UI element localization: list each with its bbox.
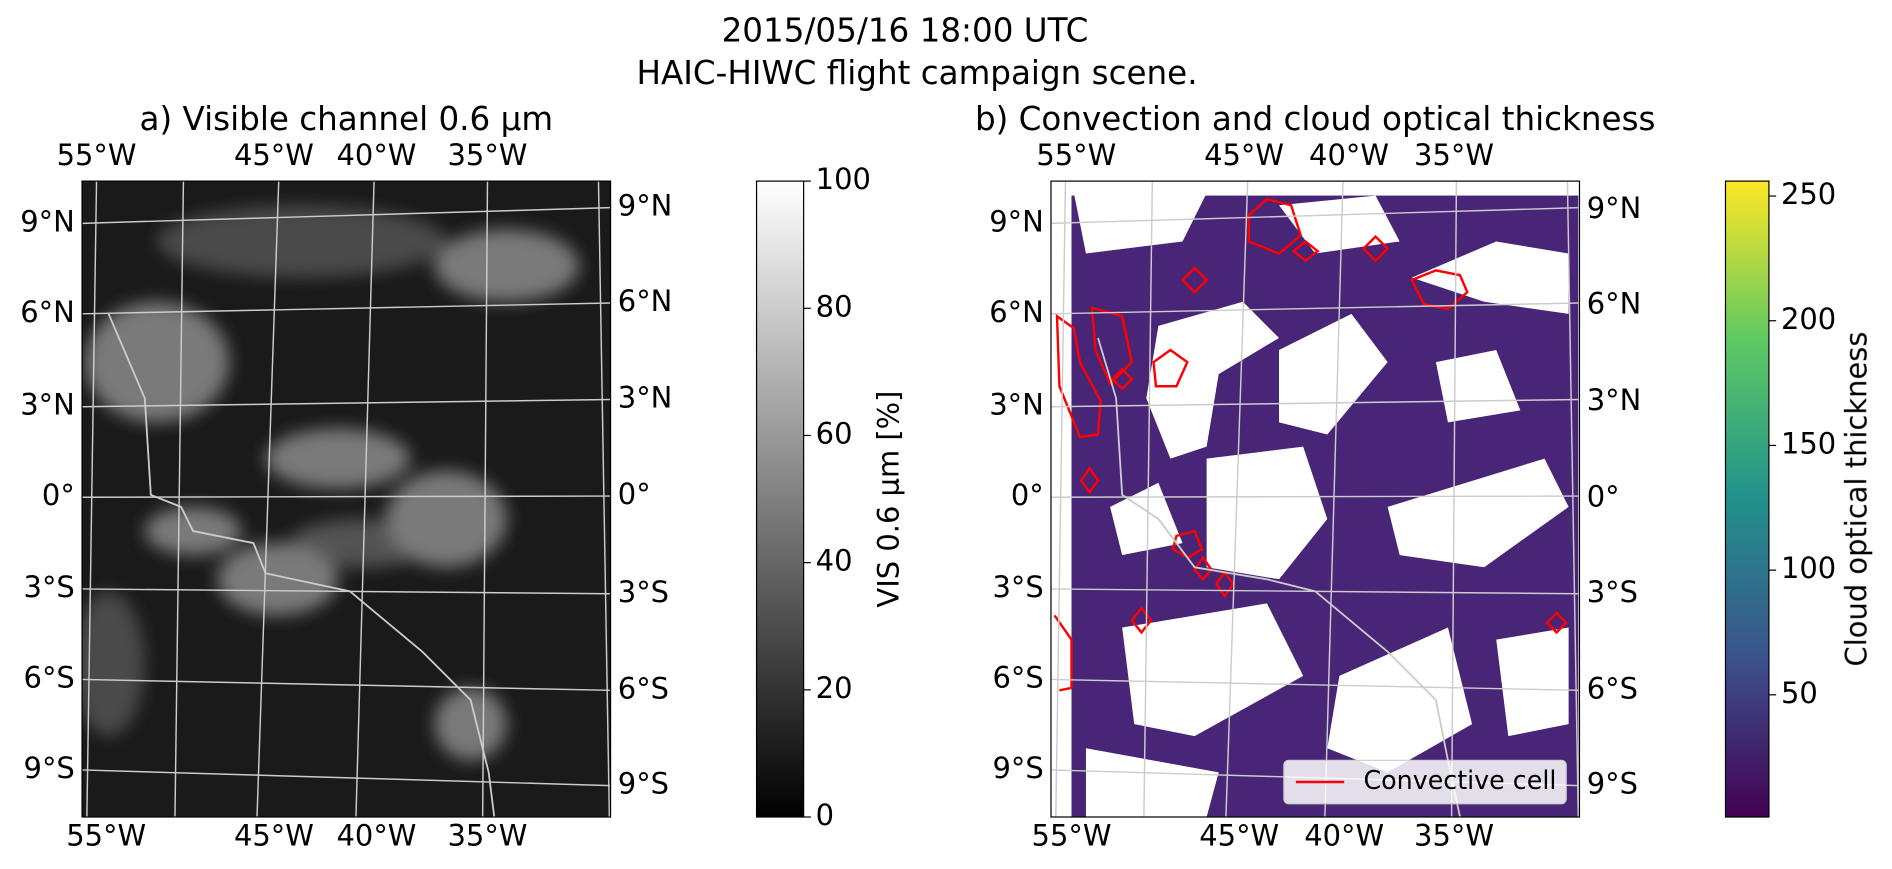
graticule — [597, 181, 611, 818]
graticule — [82, 302, 611, 315]
lon-label: 40°W — [337, 138, 417, 172]
lat-label: 0° — [1587, 479, 1620, 513]
colorbar-tick-label: 40 — [816, 544, 853, 578]
lon-label: 35°W — [448, 138, 528, 172]
satellite-image — [82, 181, 611, 818]
lat-label: 9°S — [24, 751, 75, 785]
lat-label: 9°N — [20, 204, 75, 238]
lat-label: 3°S — [24, 570, 75, 604]
lat-label: 6°S — [1587, 671, 1638, 705]
lat-label: 9°N — [989, 204, 1044, 238]
lon-label: 40°W — [1309, 138, 1389, 172]
graticule — [1050, 398, 1580, 408]
lat-label: 9°N — [1587, 191, 1642, 225]
legend: Convective cell — [1283, 759, 1567, 805]
graticule — [82, 678, 611, 692]
colorbar-tick-label: 250 — [1781, 177, 1836, 211]
graticule — [1050, 588, 1580, 595]
lat-label: 9°S — [618, 767, 669, 801]
lon-label: 45°W — [1204, 138, 1284, 172]
lat-label: 9°S — [1587, 767, 1638, 801]
map-frame — [1050, 180, 1581, 818]
title-line: 2015/05/16 18:00 UTC — [722, 12, 1089, 50]
map-frame — [81, 180, 612, 818]
colorbar-tick-label: 200 — [1781, 302, 1836, 336]
graticule — [1566, 181, 1579, 818]
lat-label: 3°S — [992, 570, 1043, 604]
lon-label: 45°W — [234, 138, 314, 172]
lon-label: 35°W — [448, 819, 528, 853]
graticule — [82, 495, 611, 498]
colorbar-tick-label: 150 — [1781, 426, 1836, 460]
title-line: HAIC-HIWC flight campaign scene. — [637, 54, 1198, 92]
graticule — [1225, 181, 1249, 818]
lon-label: 40°W — [1304, 819, 1384, 853]
graticule — [1450, 181, 1458, 818]
lon-label: 35°W — [1414, 138, 1494, 172]
colorbar-tick-label: 20 — [816, 671, 853, 705]
lat-label: 0° — [42, 478, 75, 512]
lat-label: 6°S — [24, 660, 75, 694]
graticule — [82, 398, 611, 408]
colorbar-tick-label: 50 — [1781, 676, 1818, 710]
graticule — [86, 181, 98, 818]
colorbar-label: VIS 0.6 μm [%] — [871, 391, 905, 608]
graticule — [1050, 302, 1580, 315]
panel-title: a) Visible channel 0.6 μm — [140, 100, 554, 138]
lat-label: 3°N — [618, 381, 673, 415]
lat-label: 6°N — [1587, 286, 1642, 320]
colorbar-tick-label: 60 — [816, 416, 853, 450]
lat-label: 9°S — [992, 751, 1043, 785]
lon-label: 55°W — [1032, 819, 1112, 853]
panel-title: b) Convection and cloud optical thicknes… — [975, 100, 1656, 138]
colorbar — [1724, 180, 1770, 818]
lon-label: 55°W — [1036, 138, 1116, 172]
lon-label: 35°W — [1414, 819, 1494, 853]
graticule — [481, 181, 489, 818]
legend-box — [1283, 759, 1567, 805]
graticule — [1050, 678, 1580, 692]
lat-label: 3°N — [989, 388, 1044, 422]
graticule — [1050, 206, 1580, 225]
lat-label: 6°S — [992, 660, 1043, 694]
cot-image — [1050, 181, 1580, 818]
colorbar-tick-label: 100 — [1781, 551, 1836, 585]
colorbar-tick-label: 100 — [816, 162, 871, 196]
graticule — [256, 181, 280, 818]
graticule — [1143, 181, 1154, 818]
graticule — [1324, 181, 1344, 818]
graticule — [82, 588, 611, 595]
lat-label: 6°N — [989, 295, 1044, 329]
colorbar-label: Cloud optical thickness — [1839, 332, 1873, 667]
lon-label: 45°W — [234, 819, 314, 853]
colorbar — [755, 180, 805, 818]
lat-label: 3°N — [20, 388, 75, 422]
lat-label: 3°S — [1587, 575, 1638, 609]
lon-label: 40°W — [337, 819, 417, 853]
graticule — [82, 769, 611, 787]
graticule — [82, 206, 611, 225]
lat-label: 6°S — [618, 671, 669, 705]
lat-label: 3°N — [1587, 383, 1642, 417]
lon-label: 55°W — [57, 138, 137, 172]
colorbar-tick-label: 0 — [816, 798, 834, 832]
lat-label: 0° — [618, 477, 651, 511]
graticule — [355, 181, 375, 818]
lat-label: 6°N — [618, 284, 673, 318]
lon-label: 45°W — [1199, 819, 1279, 853]
lat-label: 0° — [1011, 478, 1044, 512]
graticule — [174, 181, 185, 818]
graticule — [1055, 181, 1067, 818]
lon-label: 55°W — [66, 819, 146, 853]
lat-label: 9°N — [618, 189, 673, 223]
legend-label: Convective cell — [1363, 765, 1556, 795]
colorbar-tick-label: 80 — [816, 289, 853, 323]
lat-label: 6°N — [20, 295, 75, 329]
lat-label: 3°S — [618, 575, 669, 609]
graticule — [1050, 495, 1580, 498]
